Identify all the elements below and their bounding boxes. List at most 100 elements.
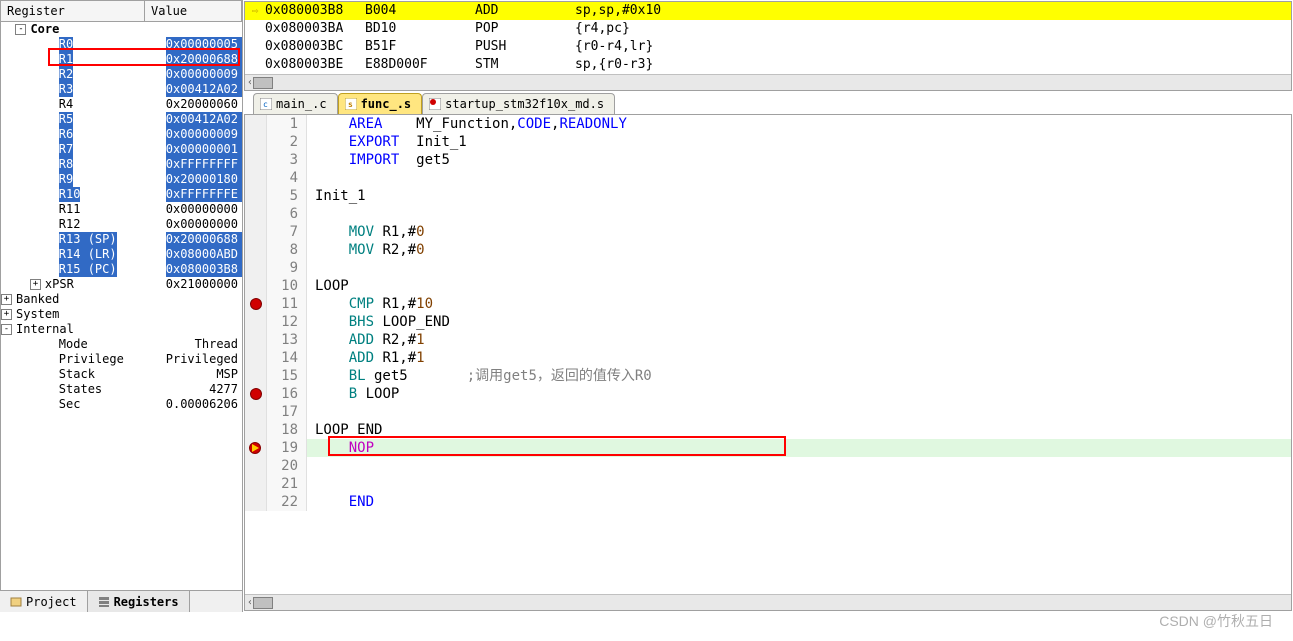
gutter[interactable] <box>245 439 267 457</box>
register-row[interactable]: R4 0x20000060 <box>1 97 242 112</box>
disasm-row[interactable]: 0x080003BEE88D000FSTMsp,{r0-r3} <box>245 56 1291 74</box>
editor-tab[interactable]: startup_stm32f10x_md.s <box>422 93 615 114</box>
register-row[interactable]: Sec 0.00006206 <box>1 397 242 412</box>
register-row[interactable]: R9 0x20000180 <box>1 172 242 187</box>
gutter[interactable] <box>245 241 267 259</box>
disassembly-view[interactable]: ⇨0x080003B8B004ADDsp,sp,#0x100x080003BAB… <box>244 1 1292 91</box>
code-line[interactable]: 9 <box>245 259 1291 277</box>
gutter[interactable] <box>245 475 267 493</box>
gutter[interactable] <box>245 403 267 421</box>
tab-project[interactable]: Project <box>0 591 88 612</box>
gutter[interactable] <box>245 169 267 187</box>
gutter[interactable] <box>245 151 267 169</box>
register-row[interactable]: R7 0x00000001 <box>1 142 242 157</box>
gutter[interactable] <box>245 133 267 151</box>
disasm-scrollbar[interactable]: ‹ <box>245 74 1291 90</box>
register-name: Privilege <box>59 352 124 367</box>
register-row[interactable]: R15 (PC) 0x080003B8 <box>1 262 242 277</box>
gutter[interactable] <box>245 385 267 403</box>
code-line[interactable]: 13 ADD R2,#1 <box>245 331 1291 349</box>
register-row[interactable]: Mode Thread <box>1 337 242 352</box>
code-line[interactable]: 22 END <box>245 493 1291 511</box>
register-row[interactable]: R13 (SP) 0x20000688 <box>1 232 242 247</box>
tree-expander[interactable]: - <box>1 324 12 335</box>
disasm-row[interactable]: 0x080003BCB51FPUSH{r0-r4,lr} <box>245 38 1291 56</box>
code-text: LOOP <box>307 277 1291 295</box>
gutter[interactable] <box>245 331 267 349</box>
code-text: B LOOP <box>307 385 1291 403</box>
register-name: R5 <box>59 112 73 127</box>
register-row[interactable]: R0 0x00000005 <box>1 37 242 52</box>
code-line[interactable]: 12 BHS LOOP_END <box>245 313 1291 331</box>
register-row[interactable]: Privilege Privileged <box>1 352 242 367</box>
register-row[interactable]: R14 (LR) 0x08000ABD <box>1 247 242 262</box>
register-row[interactable]: R1 0x20000688 <box>1 52 242 67</box>
breakpoint-icon[interactable] <box>250 298 262 310</box>
code-line[interactable]: 2 EXPORT Init_1 <box>245 133 1291 151</box>
code-line[interactable]: 6 <box>245 205 1291 223</box>
code-line[interactable]: 16 B LOOP <box>245 385 1291 403</box>
register-row[interactable]: R3 0x00412A02 <box>1 82 242 97</box>
gutter[interactable] <box>245 457 267 475</box>
line-number: 13 <box>267 331 307 349</box>
code-line[interactable]: 19 NOP <box>245 439 1291 457</box>
tree-expander[interactable]: + <box>1 294 12 305</box>
code-line[interactable]: 8 MOV R2,#0 <box>245 241 1291 259</box>
register-row[interactable]: R5 0x00412A02 <box>1 112 242 127</box>
register-row[interactable]: + Banked <box>1 292 242 307</box>
code-line[interactable]: 7 MOV R1,#0 <box>245 223 1291 241</box>
register-row[interactable]: R12 0x00000000 <box>1 217 242 232</box>
code-line[interactable]: 4 <box>245 169 1291 187</box>
code-line[interactable]: 10LOOP <box>245 277 1291 295</box>
register-row[interactable]: States 4277 <box>1 382 242 397</box>
code-line[interactable]: 11 CMP R1,#10 <box>245 295 1291 313</box>
tab-registers[interactable]: Registers <box>88 591 190 612</box>
gutter[interactable] <box>245 313 267 331</box>
code-line[interactable]: 14 ADD R1,#1 <box>245 349 1291 367</box>
code-line[interactable]: 1 AREA MY_Function,CODE,READONLY <box>245 115 1291 133</box>
tree-expander[interactable]: + <box>1 309 12 320</box>
register-row[interactable]: R11 0x00000000 <box>1 202 242 217</box>
code-line[interactable]: 15 BL get5 ;调用get5，返回的值传入R0 <box>245 367 1291 385</box>
disasm-row[interactable]: ⇨0x080003B8B004ADDsp,sp,#0x10 <box>245 2 1291 20</box>
register-row[interactable]: R6 0x00000009 <box>1 127 242 142</box>
gutter[interactable] <box>245 421 267 439</box>
register-row[interactable]: - Internal <box>1 322 242 337</box>
editor-scrollbar[interactable]: ‹ <box>245 594 1291 610</box>
gutter[interactable] <box>245 367 267 385</box>
editor-tab[interactable]: cmain_.c <box>253 93 338 114</box>
code-line[interactable]: 20 <box>245 457 1291 475</box>
breakpoint-pc-icon[interactable] <box>249 441 263 455</box>
gutter[interactable] <box>245 349 267 367</box>
code-editor[interactable]: 1 AREA MY_Function,CODE,READONLY2 EXPORT… <box>244 114 1292 611</box>
register-row[interactable]: R8 0xFFFFFFFF <box>1 157 242 172</box>
gutter[interactable] <box>245 205 267 223</box>
gutter[interactable] <box>245 259 267 277</box>
code-line[interactable]: 21 <box>245 475 1291 493</box>
code-line[interactable]: 18LOOP_END <box>245 421 1291 439</box>
register-row[interactable]: + xPSR 0x21000000 <box>1 277 242 292</box>
register-row[interactable]: - Core <box>1 22 242 37</box>
gutter[interactable] <box>245 115 267 133</box>
code-line[interactable]: 3 IMPORT get5 <box>245 151 1291 169</box>
register-row[interactable]: Stack MSP <box>1 367 242 382</box>
tree-expander[interactable]: + <box>30 279 41 290</box>
code-text: ADD R1,#1 <box>307 349 1291 367</box>
gutter[interactable] <box>245 493 267 511</box>
code-line[interactable]: 17 <box>245 403 1291 421</box>
code-text: BL get5 ;调用get5，返回的值传入R0 <box>307 367 1291 385</box>
register-row[interactable]: + System <box>1 307 242 322</box>
gutter[interactable] <box>245 223 267 241</box>
editor-tab[interactable]: sfunc_.s <box>338 93 423 114</box>
register-row[interactable]: R2 0x00000009 <box>1 67 242 82</box>
register-tree[interactable]: - Core R0 0x00000005 R1 0x20000688 R2 0x… <box>0 22 242 590</box>
register-row[interactable]: R10 0xFFFFFFFE <box>1 187 242 202</box>
gutter[interactable] <box>245 295 267 313</box>
tree-expander[interactable]: - <box>15 24 26 35</box>
gutter[interactable] <box>245 187 267 205</box>
gutter[interactable] <box>245 277 267 295</box>
code-text <box>307 457 1291 475</box>
breakpoint-icon[interactable] <box>250 388 262 400</box>
code-line[interactable]: 5Init_1 <box>245 187 1291 205</box>
disasm-row[interactable]: 0x080003BABD10POP{r4,pc} <box>245 20 1291 38</box>
